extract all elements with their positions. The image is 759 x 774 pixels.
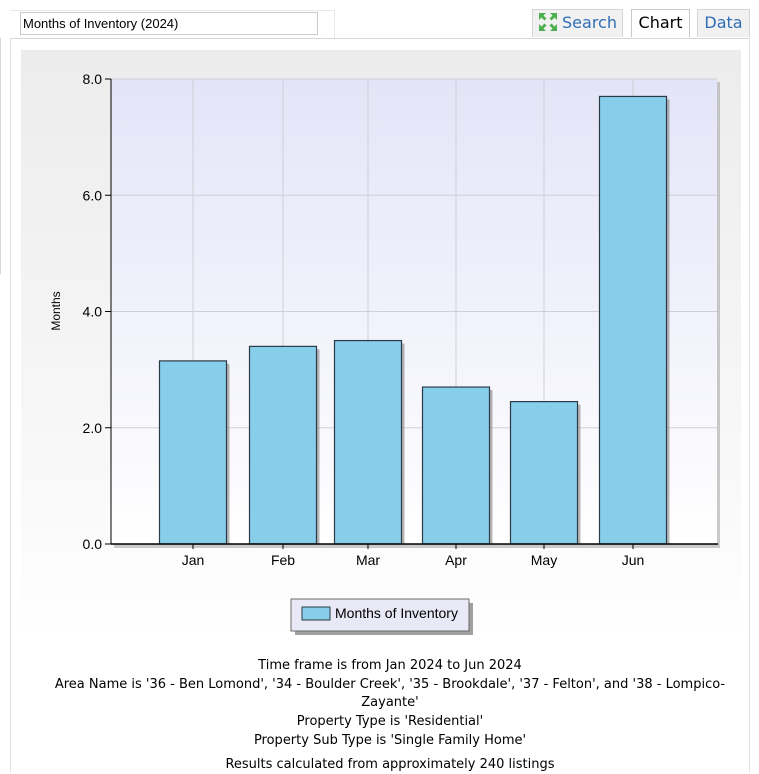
caption-property-sub-type: Property Sub Type is 'Single Family Home… — [253, 733, 527, 748]
caption-timeframe: Time frame is from Jan 2024 to Jun 2024 — [258, 658, 522, 673]
tab-data-label: Data — [704, 13, 743, 32]
y-tick-label: 8.0 — [83, 71, 103, 87]
y-tick-label: 6.0 — [83, 187, 103, 203]
x-tick-label: Jun — [622, 552, 645, 568]
tab-data[interactable]: Data — [697, 9, 750, 37]
x-tick-label: Jan — [182, 552, 205, 568]
tab-search[interactable]: Search — [532, 9, 623, 37]
x-tick-label: Mar — [356, 552, 380, 568]
left-divider — [0, 38, 1, 274]
expand-arrows-icon — [539, 13, 558, 31]
legend: Months of Inventory — [290, 598, 473, 635]
bar-jan — [158, 360, 228, 545]
caption-area-line2: Zayante' — [361, 695, 419, 710]
legend-label: Months of Inventory — [335, 605, 458, 621]
bar-jun — [598, 95, 668, 545]
bar-apr — [421, 386, 491, 545]
x-tick-label: Apr — [445, 552, 467, 568]
tab-chart-label: Chart — [638, 13, 683, 32]
y-tick-label: 4.0 — [83, 304, 103, 320]
x-tick-label: Feb — [271, 552, 295, 568]
report-title-field[interactable] — [20, 12, 318, 35]
tab-chart[interactable]: Chart — [631, 9, 690, 37]
y-tick-label: 0.0 — [83, 536, 103, 552]
title-frame — [10, 10, 335, 38]
x-tick-label: May — [531, 552, 557, 568]
bar-may — [509, 400, 579, 545]
legend-swatch — [301, 606, 331, 621]
caption-results: Results calculated from approximately 24… — [225, 757, 555, 772]
x-axis-ticks: Jan Feb Mar Apr May Jun — [182, 544, 645, 568]
tab-bar-divider — [10, 38, 750, 39]
y-axis-ticks: 0.0 2.0 4.0 6.0 8.0 — [83, 71, 111, 552]
bar-chart: 0.0 2.0 4.0 6.0 8.0 Jan Feb Mar Apr May Jun Month… — [21, 50, 741, 638]
bars — [158, 95, 670, 545]
bar-feb — [248, 345, 318, 545]
chart-panel — [10, 38, 750, 772]
y-axis-label: Months — [49, 291, 63, 330]
caption-area-line1: Area Name is '36 - Ben Lomond', '34 - Bo… — [54, 677, 726, 692]
bar-mar — [333, 339, 403, 545]
tab-search-label: Search — [562, 13, 617, 32]
y-tick-label: 2.0 — [83, 420, 103, 436]
caption-property-type: Property Type is 'Residential' — [296, 714, 484, 729]
